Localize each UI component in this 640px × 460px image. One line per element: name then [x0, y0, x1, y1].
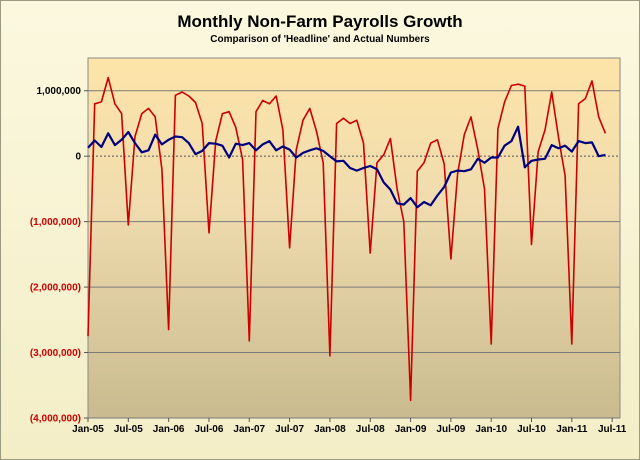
y-tick-label: (4,000,000) — [30, 414, 81, 425]
x-tick-label: Jul-11 — [598, 424, 627, 435]
series-group — [87, 76, 607, 402]
x-tick-label: Jan-09 — [395, 424, 427, 435]
plot-area — [87, 57, 621, 419]
y-tick-label: (2,000,000) — [30, 283, 81, 294]
x-tick-label: Jan-10 — [475, 424, 507, 435]
x-tick-label: Jan-05 — [72, 424, 104, 435]
chart-subtitle: Comparison of 'Headline' and Actual Numb… — [210, 34, 430, 45]
series-line-actual — [87, 76, 607, 402]
x-tick-label: Jan-11 — [556, 424, 588, 435]
x-tick-label: Jul-08 — [356, 424, 385, 435]
series-line-headline — [87, 125, 606, 209]
x-tick-label: Jan-08 — [314, 424, 346, 435]
x-tick-label: Jul-05 — [114, 424, 143, 435]
x-tick-label: Jul-06 — [195, 424, 224, 435]
x-tick-label: Jul-07 — [275, 424, 304, 435]
x-tick-label: Jan-06 — [153, 424, 185, 435]
y-tick-label: 0 — [75, 152, 81, 163]
x-tick-label: Jul-09 — [436, 424, 465, 435]
y-axis: 1,000,000 0 (1,000,000) (2,000,000) (3,000,0… — [30, 86, 88, 425]
x-axis: Jan-05 Jul-05 Jan-06 Jul-06 Jan-07 Jul-07 Jan-… — [72, 418, 627, 435]
y-tick-label: 1,000,000 — [37, 86, 82, 97]
y-tick-label: (3,000,000) — [30, 348, 81, 359]
x-tick-label: Jul-10 — [517, 424, 546, 435]
y-tick-label: (1,000,000) — [30, 217, 81, 228]
x-tick-label: Jan-07 — [233, 424, 265, 435]
chart-title: Monthly Non-Farm Payrolls Growth — [177, 12, 463, 31]
